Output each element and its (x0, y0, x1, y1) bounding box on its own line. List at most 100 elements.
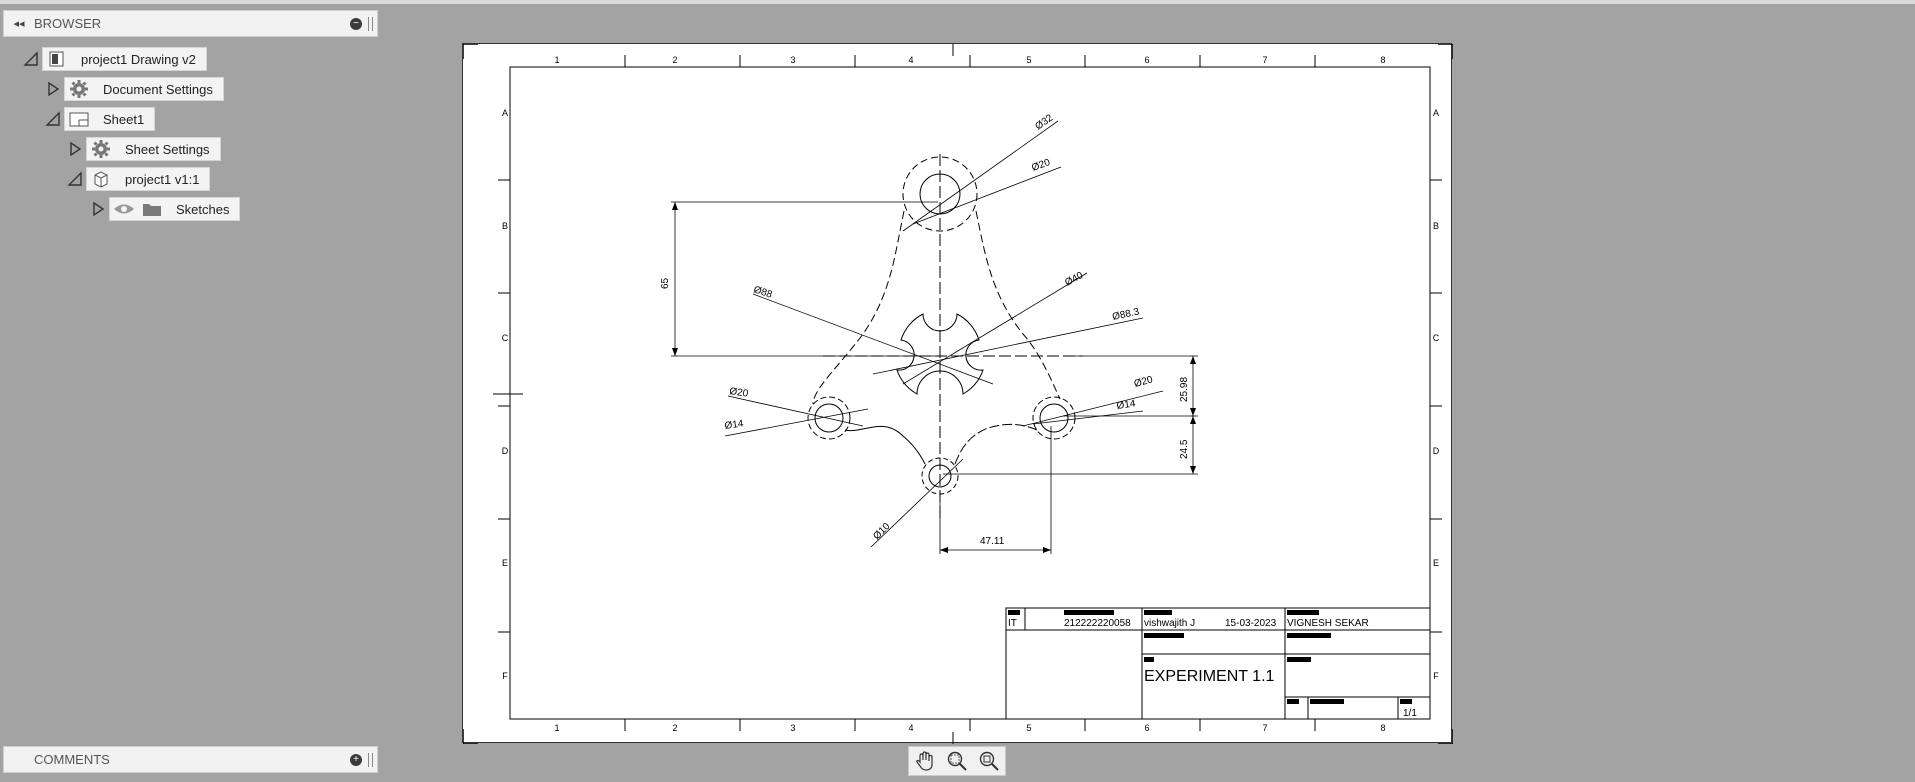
dimension-text: Ø32 (1033, 112, 1055, 132)
column-label: 1 (554, 55, 559, 65)
tree-item-label: project1 v1:1 (125, 171, 200, 187)
column-label: 6 (1144, 723, 1149, 733)
row-label: A (502, 108, 508, 118)
gear-icon (65, 78, 93, 100)
tree-item-sheet-settings[interactable]: Sheet Settings (64, 136, 221, 162)
column-label: 2 (672, 55, 677, 65)
dimension-text: 25.98 (1179, 377, 1190, 402)
hole (928, 464, 952, 488)
title-block-date: 15-03-2023 (1225, 618, 1277, 629)
component-view-icon (87, 168, 115, 190)
body-outline (844, 425, 926, 465)
column-label: 5 (1026, 723, 1031, 733)
column-label: 7 (1262, 55, 1267, 65)
panel-grip-icon[interactable] (368, 752, 373, 767)
part-view[interactable] (807, 154, 1083, 522)
title-block-label-bars (1008, 610, 1412, 704)
dimension-text: Ø20 (1133, 374, 1155, 390)
add-comment-icon[interactable]: + (350, 753, 362, 766)
panel-grip-icon[interactable] (368, 16, 373, 31)
comments-title: COMMENTS (34, 752, 110, 767)
row-label: C (502, 333, 509, 343)
row-label: B (502, 221, 508, 231)
title-block-sheet: 1/1 (1403, 708, 1417, 719)
dimension-text: Ø88.3 (1111, 306, 1140, 323)
tree-item-label: project1 Drawing v2 (81, 51, 196, 67)
tree-item-sheet1[interactable]: Sheet1 (42, 106, 156, 132)
column-label: 3 (790, 723, 795, 733)
tree-item-view[interactable]: project1 v1:1 (64, 166, 211, 192)
centering-marks (493, 44, 954, 744)
collapsed-triangle-icon[interactable] (87, 196, 109, 222)
hole (1039, 403, 1069, 433)
eye-icon[interactable] (110, 198, 138, 220)
row-label: B (1433, 221, 1439, 231)
tree-item-root[interactable]: project1 Drawing v2 (20, 46, 207, 72)
pan-icon[interactable] (912, 748, 938, 774)
expanded-triangle-icon[interactable] (42, 106, 64, 132)
column-label: 3 (790, 55, 795, 65)
dimension-text: Ø20 (729, 386, 750, 400)
collapse-panel-icon[interactable]: ◂◂ (13, 18, 25, 30)
column-label: 8 (1380, 55, 1385, 65)
column-label: 1 (554, 723, 559, 733)
tree-item-label: Sheet1 (103, 111, 145, 127)
row-label: F (502, 671, 508, 681)
lug-outline (807, 396, 851, 440)
column-label: 7 (1262, 723, 1267, 733)
dimension-text: 65 (660, 277, 671, 289)
drawing-document-icon (43, 48, 71, 70)
title-block-approved-by: VIGNESH SEKAR (1287, 618, 1369, 629)
zoom-window-icon[interactable] (944, 748, 970, 774)
gear-icon (87, 138, 115, 160)
dimension-text: Ø14 (1116, 398, 1137, 412)
comments-panel-header[interactable]: COMMENTS + (3, 746, 378, 773)
folder-icon (138, 198, 166, 220)
collapsed-triangle-icon[interactable] (42, 76, 64, 102)
row-label: A (1433, 108, 1439, 118)
drawing-sheet[interactable]: 1 2 3 4 5 6 7 8 1 2 3 4 5 6 7 8 A B C D … (462, 43, 1453, 744)
expanded-triangle-icon[interactable] (64, 166, 86, 192)
tree-item-document-settings[interactable]: Document Settings (42, 76, 224, 102)
title-block-drawn-by: vishwajith J (1144, 618, 1195, 629)
body-outline (812, 210, 905, 405)
title-block-dept: IT (1008, 618, 1017, 629)
row-label: E (1433, 558, 1439, 568)
collapsed-triangle-icon[interactable] (64, 136, 86, 162)
expanded-triangle-icon[interactable] (20, 46, 42, 72)
title-block-number: 212222220058 (1064, 618, 1131, 629)
drawing-canvas[interactable]: 1 2 3 4 5 6 7 8 1 2 3 4 5 6 7 8 A B C D … (463, 44, 1453, 744)
row-label: D (502, 446, 509, 456)
navigation-toolbar (908, 746, 1006, 776)
dimension-text: 47.11 (980, 536, 1005, 547)
dimension-arrows (672, 202, 1196, 553)
sheet-icon (65, 108, 93, 130)
lug-outline (1032, 396, 1076, 440)
hole (814, 403, 844, 433)
dimension-lines (671, 120, 1198, 554)
tree-item-sketches[interactable]: Sketches (87, 196, 241, 222)
column-label: 8 (1380, 723, 1385, 733)
body-outline (975, 210, 1061, 400)
column-label: 5 (1026, 55, 1031, 65)
boss-outline (902, 156, 978, 232)
dimension-text: 24.5 (1179, 439, 1190, 459)
top-border (0, 0, 1915, 4)
tree-item-label: Document Settings (103, 81, 213, 97)
title-block[interactable] (1005, 607, 1431, 720)
column-label: 4 (908, 55, 913, 65)
row-label: C (1433, 333, 1440, 343)
zoom-fit-icon[interactable] (976, 748, 1002, 774)
browser-panel-header[interactable]: ◂◂ BROWSER − (3, 10, 378, 37)
tree-item-label: Sheet Settings (125, 141, 210, 157)
dimension-text: Ø88 (752, 284, 774, 300)
tree-item-label: Sketches (176, 201, 230, 217)
column-label: 4 (908, 723, 913, 733)
central-ring (896, 313, 984, 395)
row-label: D (1433, 446, 1440, 456)
minimize-icon[interactable]: − (350, 17, 362, 30)
browser-title: BROWSER (34, 16, 102, 31)
sheet-corner-marks (463, 44, 1453, 744)
dimension-text: Ø40 (1063, 270, 1085, 289)
column-label: 2 (672, 723, 677, 733)
